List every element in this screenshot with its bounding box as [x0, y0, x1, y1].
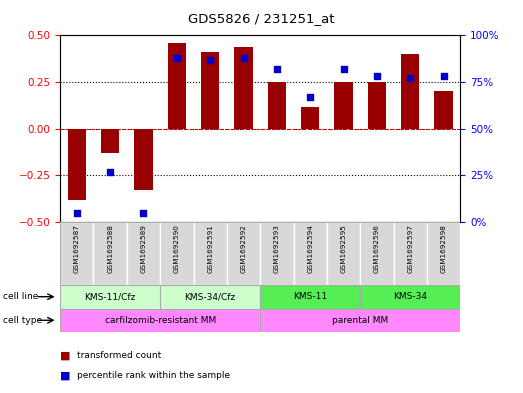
Text: GDS5826 / 231251_at: GDS5826 / 231251_at — [188, 12, 335, 25]
Bar — [301, 107, 320, 129]
Text: ■: ■ — [60, 351, 71, 361]
Bar — [260, 222, 293, 285]
Text: GSM1692595: GSM1692595 — [340, 224, 347, 273]
Point — [106, 169, 115, 175]
Text: GSM1692588: GSM1692588 — [107, 224, 113, 273]
Text: GSM1692589: GSM1692589 — [141, 224, 146, 273]
Bar — [293, 222, 327, 285]
Point — [73, 209, 81, 216]
Bar — [360, 222, 393, 285]
Bar — [194, 222, 227, 285]
Text: transformed count: transformed count — [77, 351, 162, 360]
Point — [206, 57, 214, 63]
Point — [272, 66, 281, 72]
Bar — [368, 82, 386, 129]
Bar — [327, 222, 360, 285]
Bar — [160, 222, 194, 285]
Text: carfilzomib-resistant MM: carfilzomib-resistant MM — [105, 316, 216, 325]
Point — [373, 73, 381, 79]
Bar — [127, 222, 160, 285]
Point — [406, 75, 414, 81]
Bar — [168, 43, 186, 129]
Point — [306, 94, 314, 100]
Bar — [67, 129, 86, 200]
Bar — [260, 285, 360, 309]
Text: GSM1692590: GSM1692590 — [174, 224, 180, 273]
Bar — [201, 52, 219, 129]
Text: KMS-34: KMS-34 — [393, 292, 427, 301]
Bar — [160, 285, 260, 309]
Bar — [268, 82, 286, 129]
Text: ■: ■ — [60, 370, 71, 380]
Bar — [360, 285, 460, 309]
Text: GSM1692598: GSM1692598 — [440, 224, 447, 273]
Point — [439, 73, 448, 79]
Bar — [60, 285, 160, 309]
Text: KMS-34/Cfz: KMS-34/Cfz — [185, 292, 236, 301]
Text: GSM1692591: GSM1692591 — [207, 224, 213, 273]
Text: percentile rank within the sample: percentile rank within the sample — [77, 371, 231, 380]
Bar — [227, 222, 260, 285]
Text: KMS-11/Cfz: KMS-11/Cfz — [85, 292, 136, 301]
Bar — [60, 309, 260, 332]
Text: cell line: cell line — [3, 292, 38, 301]
Bar — [101, 129, 119, 153]
Bar — [260, 309, 460, 332]
Text: GSM1692592: GSM1692592 — [241, 224, 246, 273]
Text: parental MM: parental MM — [332, 316, 389, 325]
Bar — [435, 91, 453, 129]
Point — [240, 55, 248, 61]
Point — [339, 66, 348, 72]
Text: KMS-11: KMS-11 — [293, 292, 327, 301]
Bar — [234, 46, 253, 129]
Text: GSM1692596: GSM1692596 — [374, 224, 380, 273]
Bar — [334, 82, 353, 129]
Text: GSM1692594: GSM1692594 — [307, 224, 313, 273]
Point — [173, 55, 181, 61]
Bar — [94, 222, 127, 285]
Point — [139, 209, 147, 216]
Text: cell type: cell type — [3, 316, 42, 325]
Text: GSM1692597: GSM1692597 — [407, 224, 413, 273]
Bar — [401, 54, 419, 129]
Text: GSM1692593: GSM1692593 — [274, 224, 280, 273]
Bar — [394, 222, 427, 285]
Bar — [134, 129, 153, 190]
Bar — [427, 222, 460, 285]
Text: GSM1692587: GSM1692587 — [74, 224, 80, 273]
Bar — [60, 222, 94, 285]
